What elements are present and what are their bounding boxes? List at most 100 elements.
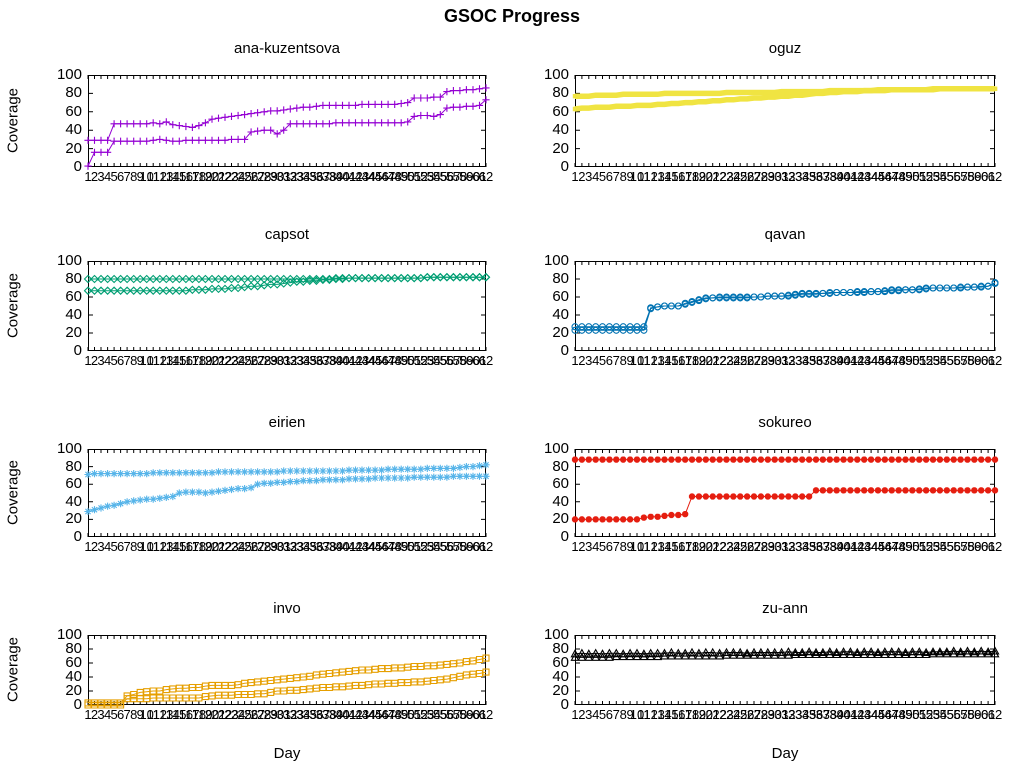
x-tick-label: 62 [987, 707, 1003, 722]
x-tick-label: 25 [237, 169, 252, 184]
x-tick-label: 34 [794, 353, 810, 368]
x-tick-label: 10 [139, 353, 154, 368]
y-tick-label: 60 [552, 654, 569, 671]
plot-border [88, 261, 486, 351]
x-tick-label: 39 [328, 707, 344, 722]
x-tick-label: 29 [263, 353, 278, 368]
x-tick-label: 23 [224, 707, 239, 722]
y-tick-label: 60 [552, 475, 569, 492]
x-tick-label: 38 [322, 539, 337, 554]
x-tick-label: 8 [130, 539, 138, 554]
x-tick-label: 9 [136, 539, 144, 554]
y-tick-label: 80 [552, 458, 569, 475]
x-tick-label: 32 [283, 707, 298, 722]
x-tick-label: 61 [980, 539, 996, 554]
x-tick-label: 40 [836, 353, 851, 368]
x-tick-label: 14 [657, 539, 672, 554]
x-tick-label: 53 [420, 353, 435, 368]
subplot-title: invo [273, 600, 301, 617]
x-tick-label: 14 [657, 707, 672, 722]
x-tick-label: 20 [698, 539, 714, 554]
x-tick-label: 8 [619, 353, 627, 368]
x-tick-label: 5 [598, 707, 607, 722]
plot-border [575, 75, 995, 167]
x-tick-label: 59 [459, 707, 474, 722]
x-tick-label: 4 [592, 539, 600, 554]
x-tick-label: 18 [684, 707, 700, 722]
x-tick-label: 27 [746, 169, 762, 184]
x-tick-label: 23 [224, 539, 239, 554]
x-tick-label: 57 [953, 169, 968, 184]
x-tick-label: 38 [822, 539, 838, 554]
y-tick-label: 20 [552, 140, 569, 157]
x-tick-label: 41 [341, 353, 357, 368]
x-tick-label: 15 [172, 539, 187, 554]
x-tick-label: 50 [400, 539, 415, 554]
x-tick-label: 55 [939, 353, 955, 368]
x-tick-label: 46 [374, 169, 389, 184]
series-markers-2 [84, 96, 490, 170]
x-tick-label: 35 [302, 169, 318, 184]
y-tick-label: 0 [73, 158, 82, 175]
x-tick-label: 23 [224, 169, 239, 184]
x-tick-label: 42 [850, 353, 865, 368]
x-tick-label: 15 [664, 169, 679, 184]
x-tick-label: 54 [932, 539, 948, 554]
x-tick-label: 55 [433, 169, 448, 184]
x-tick-label: 45 [870, 539, 886, 554]
x-tick-label: 19 [691, 539, 707, 554]
plot-border [575, 635, 995, 705]
x-tick-label: 34 [296, 353, 311, 368]
x-tick-label: 34 [296, 539, 311, 554]
x-tick-label: 59 [459, 539, 474, 554]
x-tick-label: 56 [946, 169, 961, 184]
x-tick-label: 23 [719, 169, 734, 184]
x-tick-label: 60 [465, 353, 481, 368]
x-tick-label: 47 [884, 707, 899, 722]
x-tick-label: 17 [677, 353, 693, 368]
x-tick-label: 60 [465, 169, 481, 184]
x-tick-label: 56 [439, 353, 455, 368]
x-tick-label: 38 [822, 169, 838, 184]
x-tick-label: 21 [211, 353, 226, 368]
x-tick-label: 33 [289, 353, 305, 368]
x-tick-label: 41 [341, 539, 357, 554]
x-tick-label: 59 [967, 539, 982, 554]
x-tick-label: 53 [420, 707, 435, 722]
x-tick-label: 49 [393, 539, 409, 554]
x-tick-label: 46 [877, 707, 893, 722]
x-tick-label: 3 [97, 707, 105, 722]
x-tick-label: 12 [152, 169, 168, 184]
x-tick-label: 1 [571, 169, 579, 184]
x-tick-label: 13 [650, 707, 665, 722]
series-markers-2 [572, 86, 998, 112]
x-tick-label: 11 [146, 707, 160, 722]
x-tick-label: 52 [918, 353, 934, 368]
x-tick-label: 35 [801, 169, 817, 184]
x-tick-label: 12 [152, 353, 168, 368]
subplot-title: zu-ann [762, 600, 808, 617]
x-tick-label: 35 [302, 353, 318, 368]
x-tick-label: 18 [191, 539, 207, 554]
y-tick-label: 60 [65, 103, 82, 120]
x-tick-label: 15 [172, 353, 187, 368]
x-tick-label: 61 [980, 169, 996, 184]
x-tick-label: 30 [767, 707, 782, 722]
x-tick-label: 22 [217, 707, 233, 722]
x-tick-label: 47 [380, 539, 396, 554]
x-tick-label: 36 [808, 539, 824, 554]
x-tick-label: 47 [884, 353, 899, 368]
x-tick-label: 17 [185, 353, 200, 368]
x-tick-label: 48 [891, 353, 906, 368]
x-tick-label: 9 [136, 707, 144, 722]
x-tick-label: 11 [146, 169, 160, 184]
x-tick-label: 28 [753, 169, 769, 184]
x-tick-label: 22 [217, 353, 233, 368]
subplot-title: qavan [764, 226, 806, 243]
y-tick-label: 40 [552, 306, 569, 323]
x-tick-label: 18 [684, 353, 700, 368]
x-tick-label: 36 [808, 353, 824, 368]
x-tick-label: 1 [84, 169, 92, 184]
x-tick-label: 12 [152, 539, 168, 554]
x-tick-label: 41 [843, 707, 858, 722]
